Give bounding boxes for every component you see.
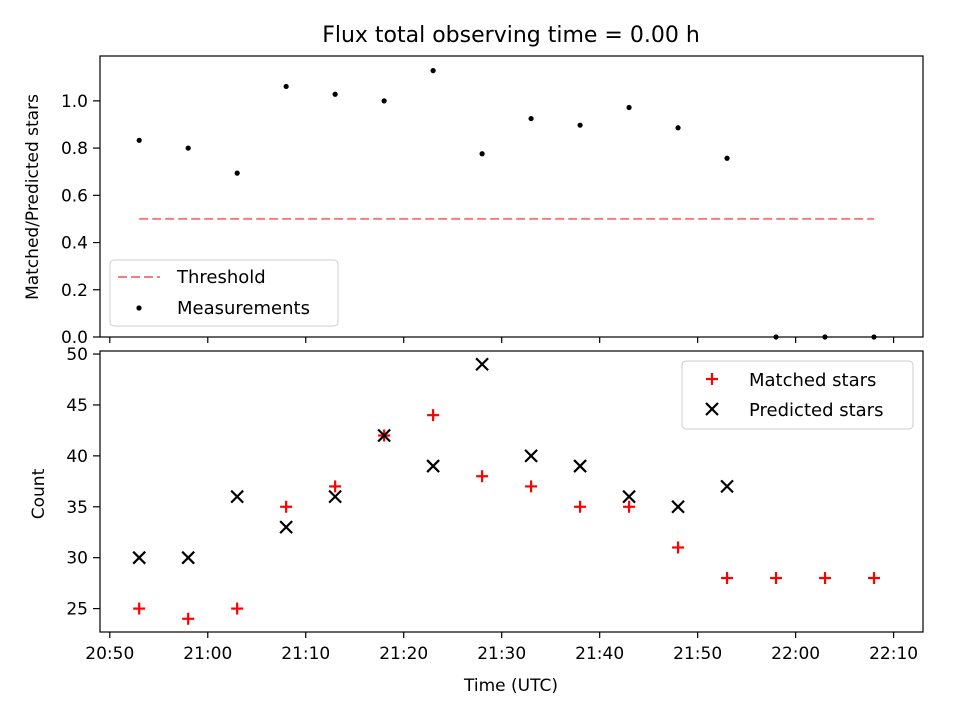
bottom-x-tick-label: 21:20 (379, 644, 428, 664)
bottom-plot-frame (99, 350, 924, 633)
bottom-x-tick-label: 21:50 (673, 644, 722, 664)
predicted-star-point (377, 428, 391, 443)
matched-star-point (329, 480, 342, 493)
top-data-marks (136, 68, 877, 340)
top-legend-box (109, 259, 339, 327)
matched-star-point (231, 602, 244, 615)
predicted-star-point (426, 459, 440, 473)
matched-star-point (623, 500, 636, 513)
predicted-star-point (671, 499, 685, 514)
measurement-point (528, 115, 534, 122)
top-y-axis-ticks: 0.0 0.2 0.4 0.6 0.8 1.0 (61, 92, 100, 348)
predicted-star-point (720, 479, 734, 494)
bottom-x-tick-label: 21:00 (183, 644, 232, 664)
top-y-tick-label: 0.6 (61, 186, 88, 206)
measurement-point (430, 68, 436, 74)
matched-star-point (476, 470, 489, 483)
predicted-star-point (328, 489, 342, 504)
legend-measurements-label: Measurements (177, 298, 310, 319)
matched-star-point (427, 409, 440, 422)
measurement-point (234, 170, 240, 176)
bottom-x-tick-label: 22:10 (869, 644, 918, 664)
measurement-point (185, 145, 191, 151)
top-y-tick-label: 0.4 (61, 234, 88, 254)
matched-star-point (574, 500, 587, 513)
top-y-tick-label: 0.0 (61, 328, 88, 348)
matched-star-point (721, 572, 734, 585)
measurement-point (381, 98, 387, 104)
predicted-star-point (279, 520, 293, 534)
measurement-point (577, 122, 583, 128)
bottom-y-tick-label: 45 (66, 396, 88, 416)
measurement-point (479, 151, 485, 157)
top-x-axis-ticks (109, 337, 895, 343)
top-panel: 0.0 0.2 0.4 0.6 0.8 1.0 Matched/Predicted sta… (23, 55, 924, 348)
legend-predicted-swatch (705, 402, 719, 416)
predicted-star-point (622, 489, 636, 504)
bottom-y-tick-label: 25 (66, 600, 88, 620)
bottom-x-tick-label: 20:50 (85, 644, 134, 664)
top-y-axis-label: Matched/Predicted stars (23, 94, 43, 300)
predicted-star-point (132, 550, 146, 565)
matched-star-point (280, 500, 293, 513)
bottom-y-tick-label: 40 (66, 447, 88, 467)
matched-star-point (819, 572, 832, 585)
x-axis-label: Time (UTC) (463, 676, 558, 696)
measurement-point (332, 91, 338, 97)
bottom-y-axis-ticks: 25 30 35 40 45 50 (66, 345, 100, 620)
predicted-star-point (524, 449, 538, 463)
legend-predicted-label: Predicted stars (749, 400, 883, 421)
measurement-point (626, 104, 632, 111)
legend-measurements-swatch (136, 305, 142, 311)
matched-star-point (770, 572, 783, 585)
matched-star-point (182, 612, 195, 625)
bottom-legend: Matched stars Predicted stars (681, 360, 914, 430)
measurement-point (724, 155, 730, 161)
top-y-tick-label: 1.0 (61, 92, 88, 112)
matched-star-point (672, 541, 685, 554)
bottom-x-tick-label: 21:10 (281, 644, 330, 664)
measurement-point (675, 125, 681, 131)
legend-matched-swatch (706, 373, 718, 385)
figure-title: Flux total observing time = 0.00 h (322, 23, 700, 48)
matched-star-point (133, 602, 146, 615)
predicted-star-point (230, 489, 244, 504)
top-legend: Threshold Measurements (109, 259, 339, 327)
bottom-x-tick-label: 21:30 (477, 644, 526, 664)
bottom-x-tick-label: 22:00 (771, 644, 820, 664)
bottom-y-tick-label: 50 (66, 345, 88, 365)
top-plot-frame (99, 55, 924, 338)
legend-threshold-label: Threshold (176, 267, 266, 288)
bottom-y-axis-label: Count (29, 468, 49, 519)
bottom-x-tick-label: 21:40 (575, 644, 624, 664)
bottom-x-axis-ticks: 20:50 21:00 21:10 21:20 21:30 21:40 21:50 22:00… (85, 632, 918, 664)
bottom-y-tick-label: 30 (66, 549, 88, 569)
measurement-point (283, 83, 289, 90)
top-y-tick-label: 0.2 (61, 281, 88, 301)
top-y-tick-label: 0.8 (61, 139, 88, 159)
bottom-y-tick-label: 35 (66, 498, 88, 518)
matched-star-point (525, 480, 538, 493)
predicted-star-point (181, 550, 195, 565)
predicted-star-point (573, 459, 587, 473)
matched-star-point (868, 572, 881, 585)
bottom-legend-box (681, 360, 914, 430)
predicted-star-point (475, 357, 489, 372)
bottom-data-marks (132, 357, 881, 625)
bottom-panel: 25 30 35 40 45 50 20:50 21:00 21:10 21:20 21:30 21… (29, 345, 924, 696)
legend-matched-label: Matched stars (749, 370, 876, 391)
measurement-point (136, 137, 142, 143)
